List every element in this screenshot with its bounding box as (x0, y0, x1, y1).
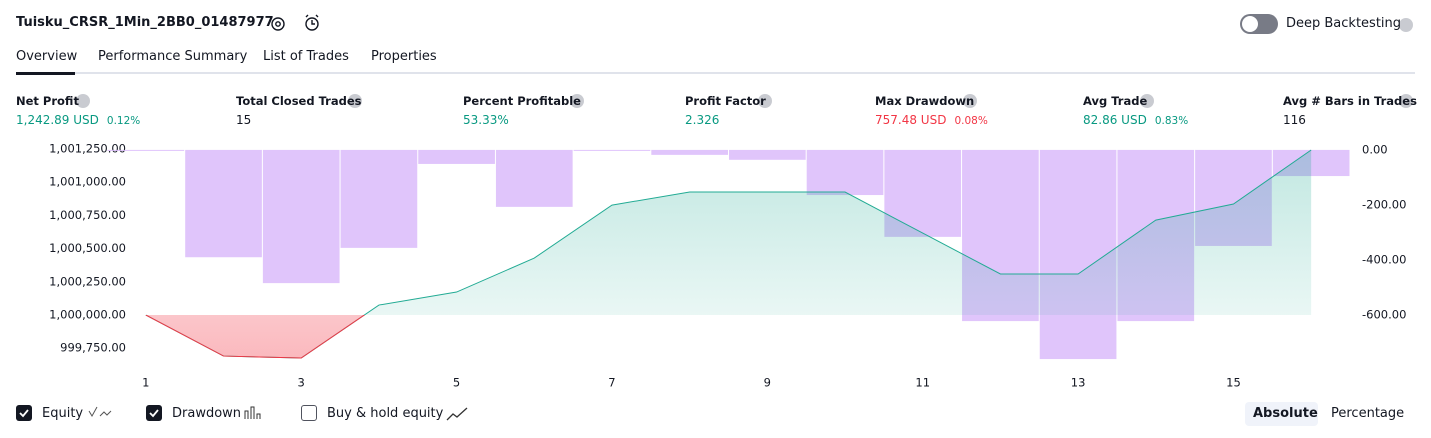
metric-value: 2.326 (685, 113, 720, 127)
y-tick-label: 1,000,250.00 (49, 274, 126, 288)
tab[interactable]: Overview (16, 49, 78, 64)
y-tick-label: 999,750.00 (60, 341, 126, 355)
tab[interactable]: Properties (371, 49, 437, 64)
metric-sub: 0.12% (106, 115, 141, 127)
tab[interactable]: Performance Summary (98, 49, 248, 64)
strategy-title: Tuisku_CRSR_1Min_2BB0_01487977 (16, 15, 274, 30)
metric-label: Max Drawdown (875, 94, 975, 108)
check (149, 409, 159, 418)
drawdown-bar (729, 149, 806, 160)
drawdown-icon (244, 406, 261, 419)
drawdown-bar (262, 149, 340, 284)
drawdown-bar (573, 149, 651, 151)
equity-icon (88, 406, 112, 417)
x-tick-label: 1 (142, 376, 149, 390)
y-tick-label: 1,000,500.00 (49, 241, 126, 255)
x-tick-label: 9 (764, 376, 771, 390)
checkbox[interactable] (146, 405, 162, 421)
drawdown-bar (185, 149, 262, 258)
metric-label: Profit Factor (685, 94, 766, 108)
y2-tick-label: -400.00 (1362, 252, 1406, 266)
absolute-button-bg (1245, 402, 1318, 426)
x-tick-label: 3 (298, 376, 305, 390)
metric-label: Total Closed Trades (236, 94, 362, 108)
metric-label: Avg # Bars in Trades (1283, 94, 1417, 108)
x-tick-label: 13 (1071, 376, 1086, 390)
metric-sub: 0.83% (1154, 115, 1189, 127)
metric-sub: 0.08% (954, 115, 988, 127)
alert-icon[interactable] (305, 14, 319, 31)
equity-area-negative (145, 315, 365, 359)
metric-value: 1,242.89 USD 0.12% (16, 113, 141, 127)
checkbox[interactable] (16, 405, 32, 421)
tab[interactable]: List of Trades (263, 49, 349, 64)
legend-label[interactable]: Buy & hold equity (327, 406, 444, 421)
y-tick-label: 1,001,000.00 (49, 175, 126, 189)
buy-hold-icon (446, 407, 468, 421)
y2-tick-label: -200.00 (1362, 197, 1406, 211)
x-tick-label: 5 (453, 376, 460, 390)
percentage-button[interactable]: Percentage (1331, 406, 1405, 421)
absolute-button[interactable]: Absolute (1253, 406, 1318, 421)
metric-value: 757.48 USD 0.08% (875, 113, 988, 127)
y-tick-label: 1,001,250.00 (49, 142, 126, 156)
y-tick-label: 1,000,000.00 (49, 308, 126, 322)
y-tick-label: 1,000,750.00 (49, 208, 126, 222)
toggle[interactable] (1240, 14, 1278, 34)
gear-icon[interactable] (271, 17, 285, 31)
y2-tick-label: -600.00 (1362, 308, 1406, 322)
metric-label: Percent Profitable (463, 94, 581, 108)
drawdown-bar (806, 149, 884, 196)
metric-value: 53.33% (463, 113, 509, 127)
x-tick-label: 11 (915, 376, 930, 390)
deep-backtesting-label: Deep Backtesting (1286, 16, 1402, 31)
drawdown-bar (418, 149, 495, 164)
tab-divider (16, 72, 1415, 74)
metric-value: 82.86 USD 0.83% (1083, 113, 1189, 127)
help-icon (76, 18, 1413, 108)
equity-area-positive (145, 149, 1312, 316)
legend-label[interactable]: Equity (42, 406, 84, 421)
y2-tick-label: 0.00 (1362, 142, 1388, 156)
drawdown-bar (651, 149, 728, 155)
metric-value: 15 (236, 113, 252, 127)
checkbox[interactable] (301, 405, 317, 421)
metric-label: Net Profit (16, 94, 79, 108)
equity-line-negative (145, 315, 366, 359)
legend-label[interactable]: Drawdown (172, 406, 242, 421)
tab-indicator (16, 72, 75, 75)
check (19, 409, 29, 418)
x-tick-label: 7 (608, 376, 615, 390)
metric-label: Avg Trade (1083, 94, 1148, 108)
drawdown-bar (107, 149, 185, 151)
drawdown-bar (495, 149, 573, 207)
x-tick-label: 15 (1226, 376, 1241, 390)
metric-value: 116 (1283, 113, 1306, 127)
drawdown-bar (1039, 149, 1117, 360)
drawdown-bar (340, 149, 418, 248)
